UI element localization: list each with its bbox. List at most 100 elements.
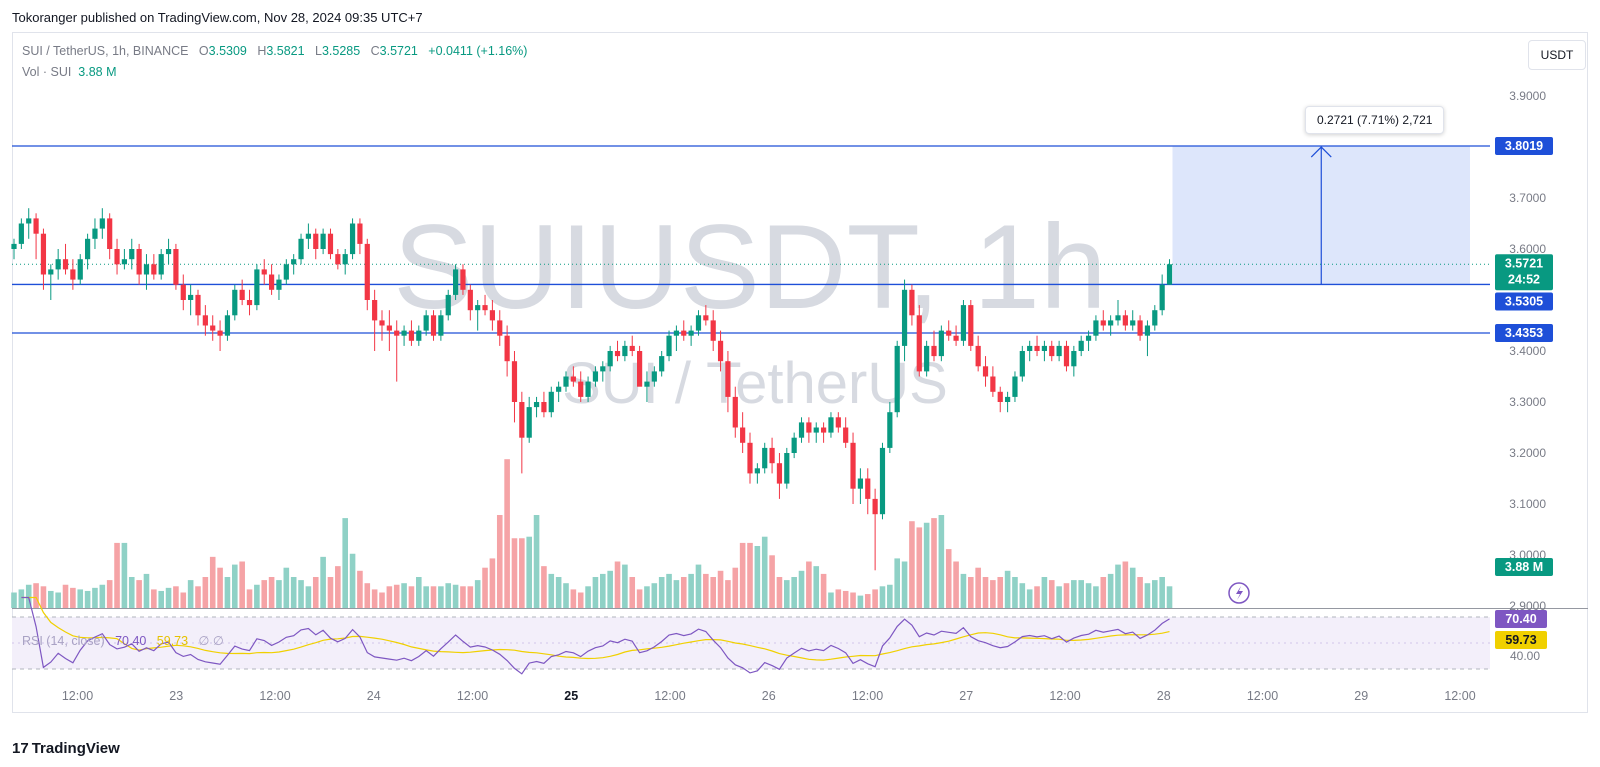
candle-body bbox=[210, 325, 216, 331]
volume-bar bbox=[592, 577, 599, 608]
volume-bar bbox=[276, 580, 282, 608]
price-label-last: 3.5721 bbox=[1505, 256, 1543, 270]
candle-body bbox=[408, 330, 415, 341]
currency-button[interactable]: USDT bbox=[1528, 40, 1586, 70]
candle-body bbox=[445, 294, 451, 316]
candle-body bbox=[776, 463, 783, 484]
x-axis-tick: 12:00 bbox=[62, 689, 93, 703]
candle-body bbox=[1122, 315, 1128, 326]
volume-bar bbox=[541, 566, 547, 608]
candle-body bbox=[401, 330, 407, 336]
candle-body bbox=[504, 335, 510, 362]
volume-label[interactable]: Vol · SUI bbox=[22, 65, 72, 79]
volume-bar bbox=[283, 567, 290, 608]
volume-bar bbox=[555, 577, 562, 608]
volume-bar bbox=[923, 522, 930, 608]
published-by-line: Tokoranger published on TradingView.com,… bbox=[12, 10, 423, 25]
y-axis-tick: 3.9000 bbox=[1509, 89, 1546, 103]
candle-body bbox=[70, 269, 76, 280]
volume-bar bbox=[1085, 583, 1092, 608]
candle-body bbox=[1085, 335, 1092, 341]
volume-bar bbox=[1166, 586, 1173, 608]
volume-bar bbox=[629, 577, 636, 608]
rsi-label[interactable]: RSI (14, close) bbox=[22, 634, 105, 648]
candle-body bbox=[11, 243, 17, 249]
volume-bar bbox=[371, 589, 378, 608]
volume-bar bbox=[577, 592, 584, 608]
watermark-name: SUI / TetherUS bbox=[562, 351, 948, 416]
volume-bar bbox=[438, 586, 444, 608]
volume-bar bbox=[327, 577, 334, 608]
candle-body bbox=[740, 427, 746, 443]
volume-bar bbox=[1019, 583, 1026, 608]
candle-body bbox=[475, 305, 481, 311]
volume-bar bbox=[195, 586, 201, 608]
tradingview-logo[interactable]: 17 TradingView bbox=[12, 740, 120, 757]
candle-body bbox=[901, 289, 908, 346]
volume-bar bbox=[666, 573, 672, 608]
volume-bar bbox=[703, 573, 709, 608]
flash-bolt-icon bbox=[1236, 586, 1243, 600]
volume-bar bbox=[931, 518, 937, 608]
y-axis-tick: 3.7000 bbox=[1509, 191, 1546, 205]
candle-body bbox=[1071, 351, 1077, 367]
candle-body bbox=[600, 366, 606, 372]
candle-body bbox=[607, 351, 613, 367]
symbol-label[interactable]: SUI / TetherUS, 1h, BINANCE bbox=[22, 44, 189, 58]
candle-body bbox=[556, 386, 562, 392]
x-axis-tick: 12:00 bbox=[852, 689, 883, 703]
candle-body bbox=[283, 264, 289, 280]
volume-bar bbox=[651, 583, 658, 608]
volume-bar bbox=[872, 589, 878, 608]
candle-body bbox=[335, 254, 341, 265]
candle-body bbox=[379, 320, 385, 326]
volume-bar bbox=[975, 567, 981, 608]
price-label-low: 3.4353 bbox=[1505, 326, 1543, 340]
volume-bar bbox=[835, 589, 842, 608]
candle-body bbox=[121, 259, 127, 265]
candle-body bbox=[364, 243, 370, 300]
volume-bar bbox=[725, 580, 731, 608]
volume-bar bbox=[614, 561, 621, 608]
candle-body bbox=[1108, 320, 1114, 326]
candle-body bbox=[865, 478, 871, 499]
volume-bar bbox=[1004, 570, 1011, 608]
volume-bar bbox=[600, 573, 606, 608]
volume-bar bbox=[445, 583, 452, 608]
candle-body bbox=[570, 376, 576, 382]
candle-body bbox=[828, 417, 834, 433]
candle-body bbox=[872, 498, 878, 515]
candle-body bbox=[143, 264, 150, 275]
candle-body bbox=[1159, 284, 1165, 311]
volume-bar bbox=[342, 518, 348, 608]
volume-bar bbox=[1137, 577, 1143, 608]
x-axis-tick: 12:00 bbox=[1247, 689, 1278, 703]
volume-bar bbox=[960, 573, 967, 608]
candle-body bbox=[592, 371, 599, 382]
volume-bar bbox=[688, 573, 694, 608]
volume-bar bbox=[379, 592, 385, 608]
chart-frame bbox=[12, 32, 1588, 713]
price-label-last-bg bbox=[1495, 254, 1553, 291]
candle-body bbox=[453, 269, 459, 295]
volume-bar bbox=[460, 586, 466, 608]
x-axis-tick: 27 bbox=[959, 689, 973, 703]
volume-bar bbox=[879, 586, 886, 608]
candle-body bbox=[85, 238, 91, 260]
candle-body bbox=[798, 422, 805, 438]
candle-body bbox=[386, 325, 392, 331]
volume-bar bbox=[386, 586, 393, 608]
candle-body bbox=[1034, 345, 1040, 351]
rsi-ma-line bbox=[21, 596, 1170, 661]
volume-bar bbox=[857, 595, 864, 608]
candle-body bbox=[1019, 351, 1025, 377]
candle-body bbox=[924, 345, 930, 372]
volume-bar bbox=[217, 567, 223, 608]
volume-bar bbox=[496, 515, 503, 608]
close-label: C bbox=[370, 44, 380, 58]
candle-body bbox=[916, 315, 922, 372]
volume-bar bbox=[754, 546, 761, 608]
candle-body bbox=[688, 330, 694, 336]
x-axis-tick: 29 bbox=[1354, 689, 1368, 703]
